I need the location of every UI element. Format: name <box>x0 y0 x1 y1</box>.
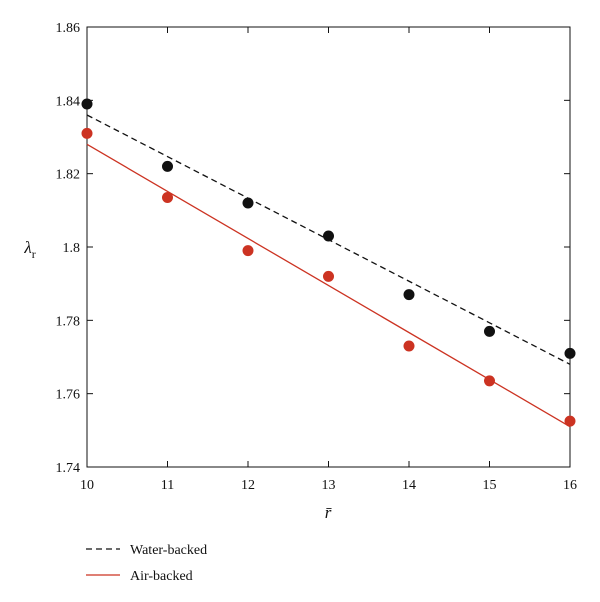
x-tick-label-13: 13 <box>322 478 336 493</box>
legend-water-backed-label: Water-backed <box>130 543 207 558</box>
point-air-backed-13 <box>323 270 334 282</box>
point-water-backed-11 <box>162 160 173 172</box>
point-water-backed-14 <box>403 289 415 301</box>
y-axis-label-subscript: r <box>32 247 36 261</box>
x-tick-label-12: 12 <box>241 478 255 493</box>
legend-air-backed-label: Air-backed <box>130 569 193 584</box>
point-air-backed-15 <box>484 375 495 387</box>
y-tick-label-1.8: 1.8 <box>63 241 81 256</box>
y-tick-label-1.86: 1.86 <box>56 21 81 36</box>
legend: Water-backed Air-backed <box>86 543 207 584</box>
x-tick-label-14: 14 <box>402 478 416 493</box>
point-air-backed-16 <box>564 415 576 427</box>
point-water-backed-16 <box>564 347 576 359</box>
point-air-backed-10 <box>81 127 93 139</box>
point-air-backed-12 <box>242 245 254 257</box>
x-axis-label: r̄ <box>325 503 333 522</box>
y-tick-label-1.84: 1.84 <box>56 94 81 109</box>
y-tick-label-1.76: 1.76 <box>56 388 81 403</box>
point-air-backed-11 <box>162 192 173 203</box>
point-air-backed-14 <box>403 340 415 352</box>
ticks: 10 11 12 13 14 15 16 1.74 1.76 1.78 1.8 1.82 1.84 1.8… <box>56 21 578 493</box>
x-tick-label-10: 10 <box>80 478 94 493</box>
point-water-backed-13 <box>323 230 334 242</box>
x-tick-label-11: 11 <box>161 478 174 493</box>
x-tick-label-15: 15 <box>483 478 497 493</box>
point-water-backed-15 <box>484 325 495 337</box>
y-axis-label: λr <box>23 238 35 261</box>
y-tick-label-1.82: 1.82 <box>56 168 81 183</box>
fit-line-air-backed <box>86 143 571 428</box>
y-tick-label-1.78: 1.78 <box>56 314 81 329</box>
y-axis-label-main: λ <box>23 238 31 257</box>
point-water-backed-10 <box>81 98 93 110</box>
y-tick-label-1.74: 1.74 <box>56 461 81 476</box>
plot-frame <box>86 26 571 468</box>
data-points <box>81 98 576 427</box>
x-tick-label-16: 16 <box>563 478 577 493</box>
point-water-backed-12 <box>242 197 254 209</box>
